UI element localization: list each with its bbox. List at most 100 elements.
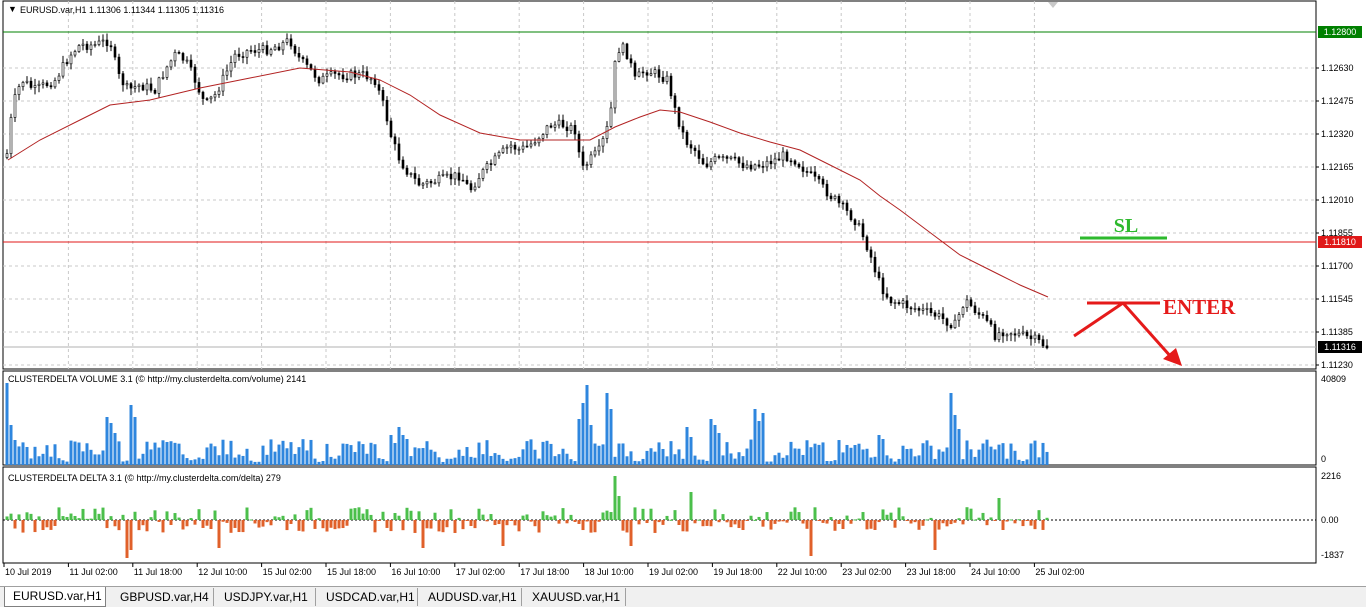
volume-bar	[69, 440, 73, 465]
candle-body	[201, 91, 205, 99]
candle-body	[949, 325, 953, 329]
volume-bar	[845, 444, 849, 465]
candle-body	[721, 156, 725, 158]
tab-gbpusd-h4[interactable]: GBPUSD.var,H4	[112, 588, 214, 606]
chart-dropdown-icon[interactable]: ▼	[8, 4, 17, 14]
delta-bar	[557, 520, 561, 524]
volume-bar	[529, 439, 533, 465]
delta-bar	[325, 520, 329, 532]
candle-body	[741, 162, 745, 169]
candle-body	[881, 277, 885, 295]
candle-body	[861, 223, 865, 238]
candle-body	[785, 151, 789, 162]
candle-body	[453, 172, 457, 180]
volume-bar	[873, 456, 877, 465]
volume-bar	[213, 446, 217, 465]
volume-bar	[541, 441, 545, 465]
time-label: 11 Jul 02:00	[69, 567, 117, 577]
candle-body	[445, 173, 449, 176]
delta-bar	[493, 520, 497, 526]
candle-body	[469, 183, 473, 191]
tab-audusd-h1[interactable]: AUDUSD.var,H1	[420, 588, 522, 606]
candle-body	[245, 50, 249, 58]
candle-body	[129, 83, 133, 89]
delta-bar	[41, 520, 45, 531]
price-axis: 1.12630 1.12475 1.12320 1.12165 1.12010 1.118…	[1316, 63, 1354, 370]
volume-bar	[385, 461, 389, 465]
delta-bar	[565, 520, 569, 524]
delta-bar	[413, 520, 417, 533]
candle-body	[325, 73, 329, 77]
volume-bar	[673, 454, 677, 465]
volume-bar	[713, 425, 717, 465]
volume-bar	[1005, 458, 1009, 465]
delta-bar	[265, 520, 269, 523]
volume-bar	[805, 440, 809, 465]
delta-bar	[173, 513, 177, 520]
delta-bar	[593, 520, 597, 533]
delta-bar	[981, 512, 985, 520]
tab-xauusd-h1[interactable]: XAUUSD.var,H1	[524, 588, 626, 606]
volume-bar	[701, 459, 705, 465]
volume-bar	[893, 461, 897, 465]
candle-body	[893, 302, 897, 304]
price-chart[interactable]: 1.12630 1.12475 1.12320 1.12165 1.12010 1.118…	[0, 0, 1366, 586]
volume-bar	[81, 451, 85, 465]
delta-bar	[153, 510, 157, 520]
delta-bar	[289, 520, 293, 524]
candle-body	[677, 107, 681, 127]
delta-bar	[665, 515, 669, 520]
delta-bar	[885, 514, 889, 520]
candle-body	[149, 83, 153, 91]
candle-body	[969, 299, 973, 307]
delta-bar	[853, 519, 857, 521]
tab-usdjpy-h1[interactable]: USDJPY.var,H1	[216, 588, 316, 606]
delta-bar	[85, 518, 89, 520]
delta-bar	[141, 520, 145, 526]
delta-bar	[785, 520, 789, 523]
main-panel[interactable]	[2, 0, 1317, 370]
volume-bar	[613, 456, 617, 465]
volume-bar	[533, 449, 537, 465]
tab-eurusd-h1[interactable]: EURUSD.var,H1	[4, 587, 106, 607]
time-label: 22 Jul 10:00	[778, 567, 827, 577]
candle-body	[977, 312, 981, 315]
delta-bar	[285, 520, 289, 531]
candle-body	[617, 52, 621, 62]
delta-bar	[249, 519, 253, 521]
volume-bar	[789, 441, 793, 465]
delta-panel[interactable]	[2, 466, 1317, 564]
volume-bar	[457, 449, 461, 465]
delta-bar	[953, 520, 957, 523]
shift-marker-icon[interactable]	[1048, 2, 1058, 8]
delta-bar	[453, 520, 457, 533]
delta-bar	[857, 518, 861, 520]
candle-body	[521, 145, 525, 150]
candles	[5, 33, 1049, 350]
candle-body	[841, 202, 845, 205]
time-label: 25 Jul 02:00	[1035, 567, 1084, 577]
delta-bar	[965, 507, 969, 520]
delta-bar	[305, 510, 309, 520]
candle-body	[177, 52, 181, 54]
time-label: 15 Jul 02:00	[263, 567, 312, 577]
delta-bar	[409, 510, 413, 520]
enter-arrow-icon[interactable]	[1073, 301, 1182, 366]
delta-bar	[117, 520, 121, 531]
volume-bar	[349, 445, 353, 465]
candle-body	[237, 53, 241, 57]
candle-body	[465, 179, 469, 184]
volume-bar	[965, 440, 969, 465]
volume-bar	[537, 458, 541, 465]
volume-bar	[101, 450, 105, 465]
delta-bar	[933, 520, 937, 550]
candle-body	[1033, 334, 1037, 340]
delta-title: CLUSTERDELTA DELTA 3.1 (© http://my.clus…	[8, 473, 281, 483]
candle-body	[925, 308, 929, 310]
volume-bar	[281, 440, 285, 465]
candle-body	[33, 85, 37, 88]
volume-bar	[653, 451, 657, 465]
candle-body	[837, 195, 841, 204]
tab-usdcad-h1[interactable]: USDCAD.var,H1	[318, 588, 418, 606]
volume-bar	[61, 460, 65, 465]
